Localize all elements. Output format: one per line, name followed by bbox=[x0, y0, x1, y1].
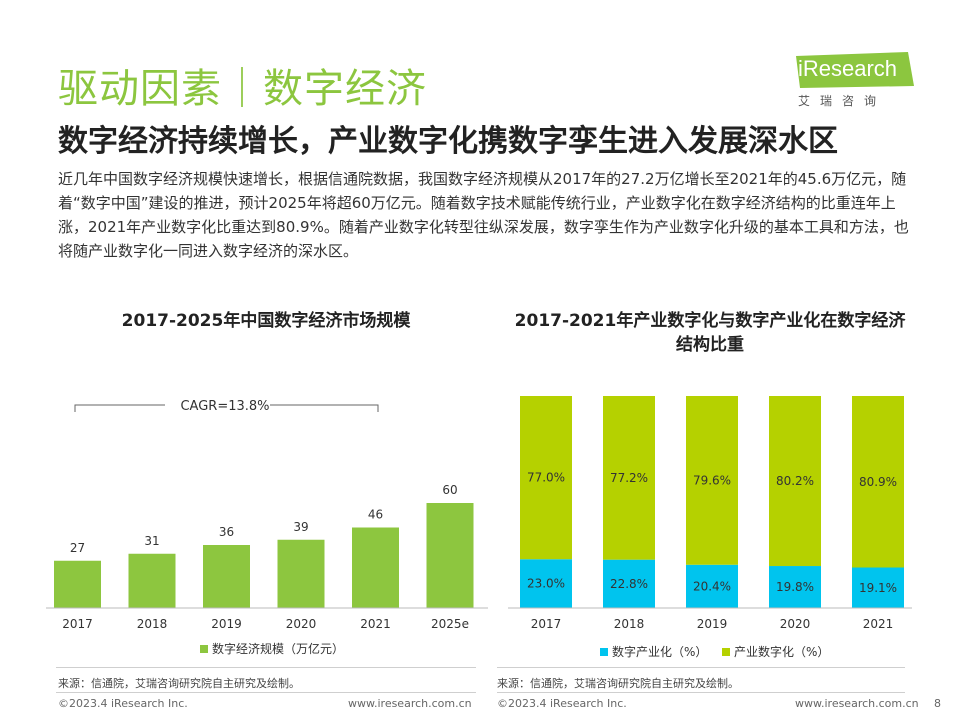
segment-value-label: 79.6% bbox=[693, 473, 731, 487]
x-tick-label: 2017 bbox=[531, 617, 562, 631]
segment-digital-industrialization-2019 bbox=[686, 564, 738, 608]
page-subtitle: 数字经济持续增长，产业数字化携数字孪生进入发展深水区 bbox=[58, 124, 838, 159]
segment-digital-industrialization-2018 bbox=[603, 559, 655, 608]
x-tick-label: 2017 bbox=[62, 617, 93, 631]
x-tick-label: 2018 bbox=[137, 617, 168, 631]
segment-value-label: 80.9% bbox=[859, 475, 897, 489]
right-source-divider bbox=[497, 667, 905, 668]
bar-value-label: 39 bbox=[293, 520, 308, 534]
cagr-label: CAGR=13.8% bbox=[180, 399, 269, 414]
right-url: www.iresearch.com.cn bbox=[795, 697, 919, 710]
segment-value-label: 77.2% bbox=[610, 471, 648, 485]
page-number: 8 bbox=[934, 697, 941, 710]
bar-2018 bbox=[128, 553, 176, 608]
logo-brand-text: iResearch bbox=[798, 56, 898, 81]
bar-2020 bbox=[277, 539, 325, 608]
segment-value-label: 20.4% bbox=[693, 579, 731, 593]
segment-value-label: 19.1% bbox=[859, 581, 897, 595]
structure-stacked-bar-chart: 23.0% 77.0% 2017 22.8% 77.2% 2018 20.4% 79.6% 20… bbox=[508, 396, 912, 659]
segment-value-label: 77.0% bbox=[527, 471, 565, 485]
x-tick-label: 2021 bbox=[863, 617, 894, 631]
left-source-divider bbox=[56, 667, 476, 668]
segment-industrial-digitalization-2019 bbox=[686, 396, 738, 565]
intro-paragraph: 近几年中国数字经济规模快速增长，根据信通院数据，我国数字经济规模从2017年的2… bbox=[58, 170, 909, 260]
market-size-bar-chart: CAGR=13.8% 27 2017 31 2018 36 2019 39 2020 46 2021… bbox=[46, 399, 488, 656]
bar-value-label: 36 bbox=[219, 525, 234, 539]
x-tick-label: 2021 bbox=[360, 617, 391, 631]
legend-label: 数字经济规模（万亿元） bbox=[212, 641, 344, 656]
x-tick-label: 2025e bbox=[431, 617, 469, 631]
left-source-note: 来源：信通院，艾瑞咨询研究院自主研究及绘制。 bbox=[58, 677, 300, 690]
legend-swatch-industrial-digitalization bbox=[722, 648, 730, 656]
iresearch-logo: iResearch 艾瑞咨询 bbox=[796, 52, 916, 110]
segment-digital-industrialization-2017 bbox=[520, 559, 572, 608]
bar-2025e bbox=[426, 503, 474, 608]
bar-value-label: 60 bbox=[442, 483, 457, 497]
right-source-note: 来源：信通院，艾瑞咨询研究院自主研究及绘制。 bbox=[497, 677, 739, 690]
segment-industrial-digitalization-2021 bbox=[852, 396, 904, 568]
left-url: www.iresearch.com.cn bbox=[348, 697, 472, 710]
segment-industrial-digitalization-2020 bbox=[769, 396, 821, 567]
x-tick-label: 2020 bbox=[286, 617, 317, 631]
segment-industrial-digitalization-2017 bbox=[520, 396, 572, 560]
segment-industrial-digitalization-2018 bbox=[603, 396, 655, 560]
segment-digital-industrialization-2021 bbox=[852, 567, 904, 608]
right-chart-title: 2017-2021年产业数字化与数字产业化在数字经济结构比重 bbox=[514, 311, 906, 355]
right-copyright: ©2023.4 iResearch Inc. bbox=[497, 697, 627, 710]
bar-2021 bbox=[352, 527, 399, 608]
segment-value-label: 23.0% bbox=[527, 577, 565, 591]
legend-label: 数字产业化（%） bbox=[612, 644, 707, 659]
right-footer-divider bbox=[497, 692, 905, 693]
x-tick-label: 2018 bbox=[614, 617, 645, 631]
segment-value-label: 22.8% bbox=[610, 577, 648, 591]
segment-value-label: 80.2% bbox=[776, 474, 814, 488]
left-footer-divider bbox=[56, 692, 476, 693]
x-tick-label: 2019 bbox=[697, 617, 728, 631]
left-copyright: ©2023.4 iResearch Inc. bbox=[58, 697, 188, 710]
bar-value-label: 27 bbox=[70, 541, 85, 555]
bar-2017 bbox=[54, 560, 101, 608]
logo-chinese-text: 艾瑞咨询 bbox=[798, 94, 887, 108]
cagr-bracket bbox=[74, 404, 379, 412]
legend-swatch bbox=[200, 645, 208, 653]
segment-digital-industrialization-2020 bbox=[769, 566, 821, 608]
logo-shape bbox=[796, 52, 914, 88]
left-chart-title: 2017-2025年中国数字经济市场规模 bbox=[121, 311, 411, 331]
segment-value-label: 19.8% bbox=[776, 580, 814, 594]
x-tick-label: 2020 bbox=[780, 617, 811, 631]
x-tick-label: 2019 bbox=[211, 617, 242, 631]
bar-value-label: 31 bbox=[144, 534, 159, 548]
bar-2019 bbox=[203, 545, 250, 608]
legend-label: 产业数字化（%） bbox=[734, 644, 829, 659]
bar-value-label: 46 bbox=[368, 508, 383, 522]
legend-swatch-digital-industrialization bbox=[600, 648, 608, 656]
page-title: 驱动因素｜数字经济 bbox=[58, 66, 427, 112]
